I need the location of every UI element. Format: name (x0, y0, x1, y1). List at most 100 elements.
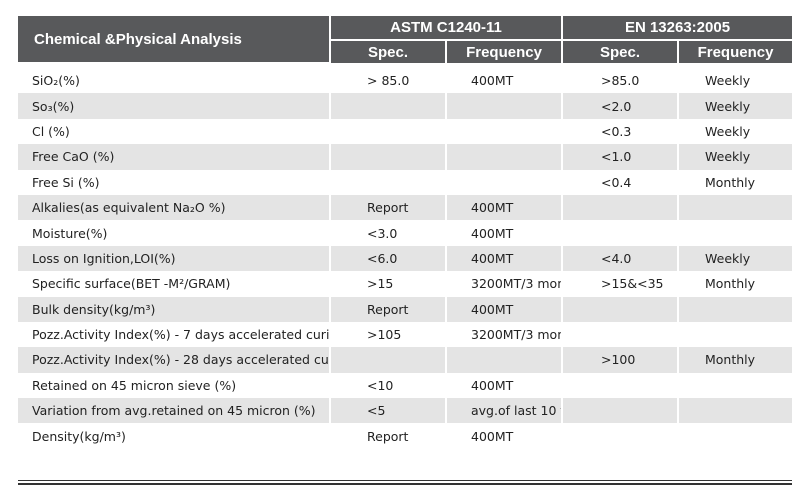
column-header: Frequency (445, 40, 562, 63)
table-cell (329, 118, 446, 145)
table-row: Retained on 45 micron sieve (%) <10 400MT (18, 372, 792, 399)
table-cell: <10 (329, 372, 446, 399)
table-cell: Weekly (677, 144, 792, 170)
table-cell: <4.0 (561, 245, 678, 272)
table-cell (329, 93, 446, 119)
table-cell (677, 423, 792, 449)
table-cell: Report (329, 194, 446, 221)
table-cell (561, 423, 678, 449)
table-row: Alkalies(as equivalent Na₂O %) Report 400M… (18, 194, 792, 221)
table-cell: Weekly (677, 245, 792, 272)
table-cell: Weekly (677, 118, 792, 145)
row-label: Free CaO (%) (18, 144, 330, 170)
table-cell (677, 398, 792, 424)
row-label: Retained on 45 micron sieve (%) (32, 377, 237, 393)
row-label: Free Si (%) (32, 174, 100, 190)
table-cell: 400MT (445, 220, 562, 246)
table-row: Density(kg/m³) Report 400MT (18, 423, 792, 449)
table-cell (329, 169, 446, 195)
table-body: SiO₂(%) > 85.0 400MT >85.0 Weekly So₃(%) <2.0 W… (18, 63, 792, 449)
table-cell (445, 118, 562, 145)
table-cell: Monthly (677, 271, 792, 297)
table-row: SiO₂(%) > 85.0 400MT >85.0 Weekly (18, 63, 792, 94)
bottom-rule (18, 483, 792, 485)
table-wrap: Chemical &Physical Analysis ASTM C1240-1… (18, 16, 792, 449)
table-cell (561, 220, 678, 246)
table-cell (329, 144, 446, 170)
table-cell (677, 321, 792, 348)
table-cell: 400MT (445, 296, 562, 322)
table-cell (677, 372, 792, 399)
table-cell: 400MT (445, 63, 562, 94)
row-label: Variation from avg.retained on 45 micron… (18, 398, 330, 424)
table-cell: Monthly (677, 169, 792, 195)
table-cell (445, 144, 562, 170)
table-cell: Weekly (677, 63, 792, 94)
table-cell: Report (329, 296, 446, 322)
table-cell: 400MT (445, 372, 562, 399)
table-cell (561, 372, 678, 399)
row-label: Pozz.Activity Index(%) - 28 days acceler… (18, 347, 330, 373)
column-header: Frequency (677, 40, 792, 63)
table-cell: >15 (329, 271, 446, 297)
table-cell (677, 296, 792, 322)
table-cell (329, 347, 446, 373)
table-row: Loss on Ignition,LOI(%) <6.0 400MT <4.0 Week… (18, 245, 792, 272)
table-cell: 400MT (445, 423, 562, 449)
table-cell: avg.of last 10 tests (445, 398, 562, 424)
table-cell: <3.0 (329, 220, 446, 246)
table-cell: >85.0 (561, 63, 678, 94)
table-cell: <5 (329, 398, 446, 424)
table-row: Bulk density(kg/m³) Report 400MT (18, 296, 792, 322)
table-row: Pozz.Activity Index(%) - 28 days acceler… (18, 347, 792, 373)
row-label: Cl (%) (32, 123, 70, 139)
row-label: Density(kg/m³) (32, 428, 126, 444)
column-header: Spec. (561, 40, 678, 63)
table-cell (677, 194, 792, 221)
table-cell: Report (329, 423, 446, 449)
table-row: Variation from avg.retained on 45 micron… (18, 398, 792, 424)
column-header: Spec. (329, 40, 446, 63)
table-cell: 3200MT/3 months (445, 321, 562, 348)
table-cell: 400MT (445, 245, 562, 272)
row-label: So₃(%) (18, 93, 330, 119)
table-cell: <6.0 (329, 245, 446, 272)
table-cell (677, 220, 792, 246)
table-cell (561, 321, 678, 348)
table-cell (561, 194, 678, 221)
table-cell: Weekly (677, 93, 792, 119)
row-label: Pozz.Activity Index(%) - 7 days accelera… (32, 327, 330, 343)
table-row: Free CaO (%) <1.0 Weekly (18, 144, 792, 170)
table-cell (445, 169, 562, 195)
table-cell: <2.0 (561, 93, 678, 119)
table-row: Free Si (%) <0.4 Monthly (18, 169, 792, 195)
group-header: ASTM C1240-11 (329, 16, 562, 41)
table-title: Chemical &Physical Analysis (18, 16, 330, 64)
table-row: Pozz.Activity Index(%) - 7 days accelera… (18, 321, 792, 348)
table-cell (561, 398, 678, 424)
table-cell: >15&<35 (561, 271, 678, 297)
group-header: EN 13263:2005 (561, 16, 792, 41)
table-cell: 400MT (445, 194, 562, 221)
table-cell: >100 (561, 347, 678, 373)
table-cell: <1.0 (561, 144, 678, 170)
table-cell (445, 347, 562, 373)
table-row: Moisture(%) <3.0 400MT (18, 220, 792, 246)
table-cell: <0.3 (561, 118, 678, 145)
bottom-rule (18, 480, 792, 481)
table-cell: Monthly (677, 347, 792, 373)
table-cell: <0.4 (561, 169, 678, 195)
table-cell (445, 93, 562, 119)
table-cell (561, 296, 678, 322)
analysis-table: Chemical &Physical Analysis ASTM C1240-1… (18, 16, 792, 449)
row-label: Loss on Ignition,LOI(%) (18, 245, 330, 272)
row-label: Bulk density(kg/m³) (18, 296, 330, 322)
row-label: Moisture(%) (32, 225, 108, 241)
table-row: So₃(%) <2.0 Weekly (18, 93, 792, 119)
table-cell: 3200MT/3 months (445, 271, 562, 297)
row-label: Alkalies(as equivalent Na₂O %) (18, 194, 330, 221)
table-cell: >105 (329, 321, 446, 348)
row-label: SiO₂(%) (32, 73, 80, 89)
table-row: Specific surface(BET -M²/GRAM) >15 3200MT/… (18, 271, 792, 297)
